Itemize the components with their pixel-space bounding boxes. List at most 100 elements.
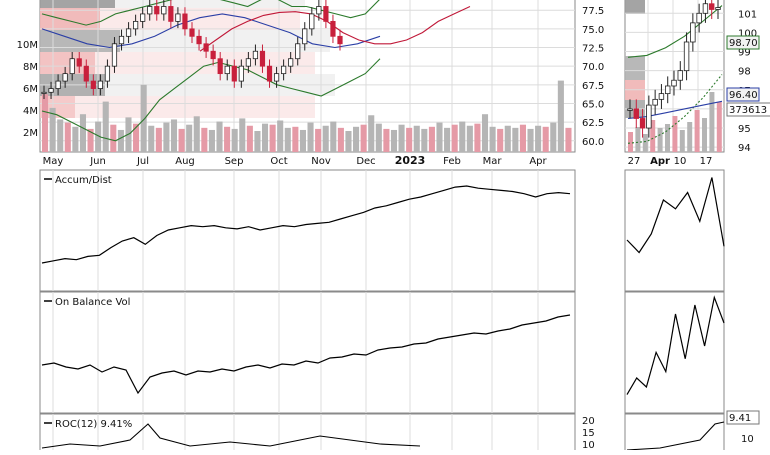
price-axis-label: 65.0 (582, 99, 604, 110)
volume-bar (406, 127, 413, 152)
volume-bar (299, 129, 306, 152)
volume-bar (133, 123, 140, 152)
volume-bar (345, 131, 352, 152)
volume-bar (383, 128, 390, 152)
price-candle (316, 6, 322, 15)
on-balance-vol-title: On Balance Vol (55, 297, 130, 308)
price-candle (245, 58, 251, 67)
volume-bar (72, 126, 79, 152)
detail-accum-dist-area (624, 169, 725, 292)
volume-bar (254, 131, 261, 152)
roc-axis-label: 10 (582, 440, 595, 450)
volume-bar (535, 125, 542, 152)
volume-bar (459, 121, 466, 152)
price-axis-label: 77.5 (582, 6, 604, 17)
price-candle (161, 6, 167, 15)
price-candle (140, 13, 146, 22)
price-candle (90, 80, 96, 89)
volume-bar (368, 115, 375, 152)
price-candle (182, 13, 188, 30)
volume-bar (489, 126, 496, 152)
price-candle (203, 43, 209, 52)
date-axis-label: Mar (483, 156, 503, 167)
price-candle (639, 118, 646, 129)
accum-dist-line (41, 185, 571, 264)
date-axis-label: Jul (136, 156, 149, 167)
roc-plot-area (39, 413, 576, 453)
price-candle (302, 28, 308, 45)
volume-bar (87, 128, 94, 152)
price-candle (273, 73, 280, 82)
price-candle (238, 65, 244, 82)
volume-bar (337, 127, 344, 152)
volume-bar (353, 126, 360, 152)
volume-bar (224, 126, 231, 152)
price-candle (154, 6, 160, 15)
volume-bar (148, 125, 155, 152)
volume-bar (246, 125, 253, 152)
value-tag (726, 87, 760, 102)
on-balance-vol-panel: On Balance Vol (39, 291, 576, 414)
price-candle (646, 104, 652, 129)
volume-bar (527, 128, 534, 152)
price-candle (281, 65, 287, 75)
moving-average-50 (41, 13, 381, 49)
accum-dist-plot-area (39, 169, 576, 292)
accum-dist-panel: Accum/Dist (39, 169, 576, 292)
volume-bar (42, 94, 49, 152)
volume-bar (170, 119, 178, 152)
volume-bar (672, 116, 678, 152)
price-candle (210, 50, 216, 60)
date-axis-label: Oct (270, 156, 287, 167)
lower-bollinger-band (627, 74, 723, 144)
date-axis-label: 2023 (395, 154, 426, 167)
detail-price-axis-label: 100 (738, 28, 757, 39)
value-tag (726, 410, 760, 425)
price-candle (231, 65, 237, 82)
detail-date-axis-label: Apr (650, 156, 670, 167)
volume-bar (163, 122, 170, 152)
volume-bar (421, 128, 428, 152)
volume-bar (504, 125, 511, 152)
date-axis-label: Aug (175, 156, 195, 167)
volume-bar (390, 129, 398, 152)
volume-bar (628, 132, 633, 152)
price-candle (671, 79, 677, 87)
value-tag (726, 35, 760, 50)
price-candle (683, 41, 690, 72)
volume-bar (261, 123, 269, 152)
volume-bar (657, 128, 663, 152)
volume-bar (709, 92, 715, 152)
volume-bar (277, 120, 284, 152)
volume-axis-label: 8M (23, 62, 38, 73)
volume-bar (201, 127, 208, 152)
volume-bar (398, 124, 405, 152)
volume-bar (79, 114, 87, 152)
volume-bar (642, 134, 648, 152)
value-tag-label: 96.40 (729, 90, 758, 101)
moving-average-50 (627, 100, 723, 120)
price-candle (665, 85, 671, 95)
price-candle (702, 3, 709, 14)
price-candle (55, 80, 61, 89)
price-candle (104, 65, 111, 82)
volume-bar (239, 118, 246, 152)
price-candle (323, 6, 329, 22)
volume-bar (102, 101, 109, 152)
price-candle (168, 6, 174, 22)
date-axis-label: Apr (529, 156, 547, 167)
price-candle (175, 13, 181, 22)
price-candle (337, 35, 343, 45)
volume-bar (635, 127, 641, 152)
volume-bar (360, 124, 367, 152)
volume-by-price-band-ext (115, 0, 305, 8)
detail-date-axis-label: 27 (628, 156, 641, 167)
detail-chart: 10110099989796959498.7096.403736139.4127… (624, 0, 770, 453)
value-tag-label: 98.70 (729, 38, 758, 49)
price-candle (224, 65, 230, 75)
volume-axis-label: 2M (23, 128, 38, 139)
price-candle (266, 65, 273, 82)
volume-by-price-band-ext (120, 30, 330, 52)
volume-bar (186, 124, 193, 152)
